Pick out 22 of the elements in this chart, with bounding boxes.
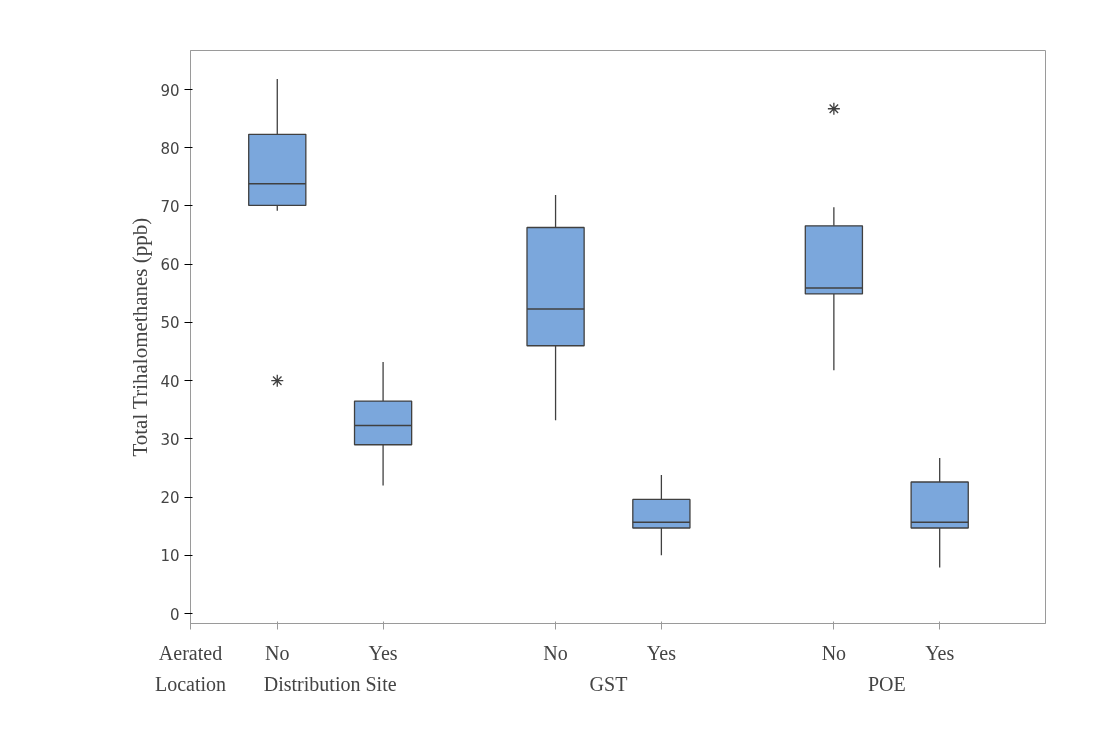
y-tick-label: 10 xyxy=(160,547,180,566)
y-axis-title: Total Trihalomethanes (ppb) xyxy=(128,217,153,457)
x-tick-label: Yes xyxy=(368,641,398,664)
text: Aerated xyxy=(158,641,223,664)
x-tick-label: No xyxy=(821,641,847,664)
y-tick-label: 90 xyxy=(160,81,180,100)
text: Location xyxy=(154,672,227,695)
x-tick-label: No xyxy=(265,641,290,664)
text: Distribution Site xyxy=(263,672,397,695)
x-tick-label: Yes xyxy=(646,641,677,664)
x-tick-label: No xyxy=(543,641,568,664)
y-tick-label: 60 xyxy=(160,256,180,275)
y-tick-label: 20 xyxy=(160,489,180,508)
y-tick-label: 0 xyxy=(169,605,180,624)
x-tick-label: Yes xyxy=(925,641,955,664)
text: POE xyxy=(867,672,906,695)
y-tick-label: 50 xyxy=(160,314,180,333)
text: GST xyxy=(589,672,628,695)
y-tick-label: 70 xyxy=(160,197,180,216)
y-tick-label: 80 xyxy=(160,139,180,158)
y-tick-label: 40 xyxy=(160,372,180,391)
y-tick-label: 30 xyxy=(160,430,180,449)
